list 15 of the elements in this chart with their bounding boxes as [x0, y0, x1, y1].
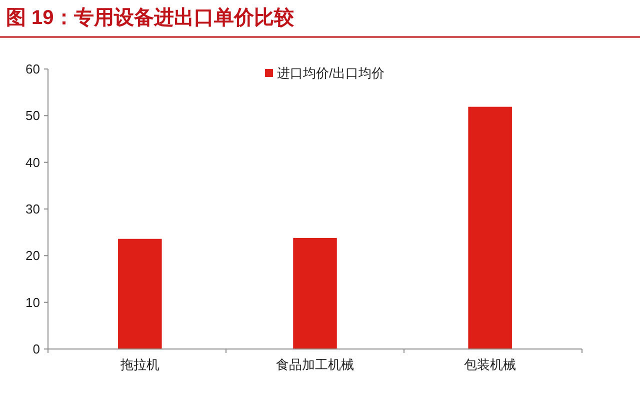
bar [468, 106, 512, 349]
x-tick-label: 拖拉机 [119, 357, 160, 372]
y-tick-label: 20 [26, 248, 40, 264]
chart-title: 图 19：专用设备进出口单价比较 [6, 6, 295, 29]
y-tick-label: 40 [26, 154, 40, 170]
y-tick-label: 0 [32, 342, 40, 357]
y-tick-label: 10 [26, 294, 40, 310]
bar [118, 238, 162, 349]
x-tick-label: 包装机械 [464, 357, 516, 372]
x-tick-label: 食品加工机械 [276, 357, 354, 372]
y-tick-label: 50 [26, 108, 40, 124]
y-tick-label: 30 [26, 202, 40, 217]
bar [293, 238, 337, 349]
legend-label: 进口均价/出口均价 [277, 66, 385, 81]
y-tick-label: 60 [26, 62, 40, 77]
